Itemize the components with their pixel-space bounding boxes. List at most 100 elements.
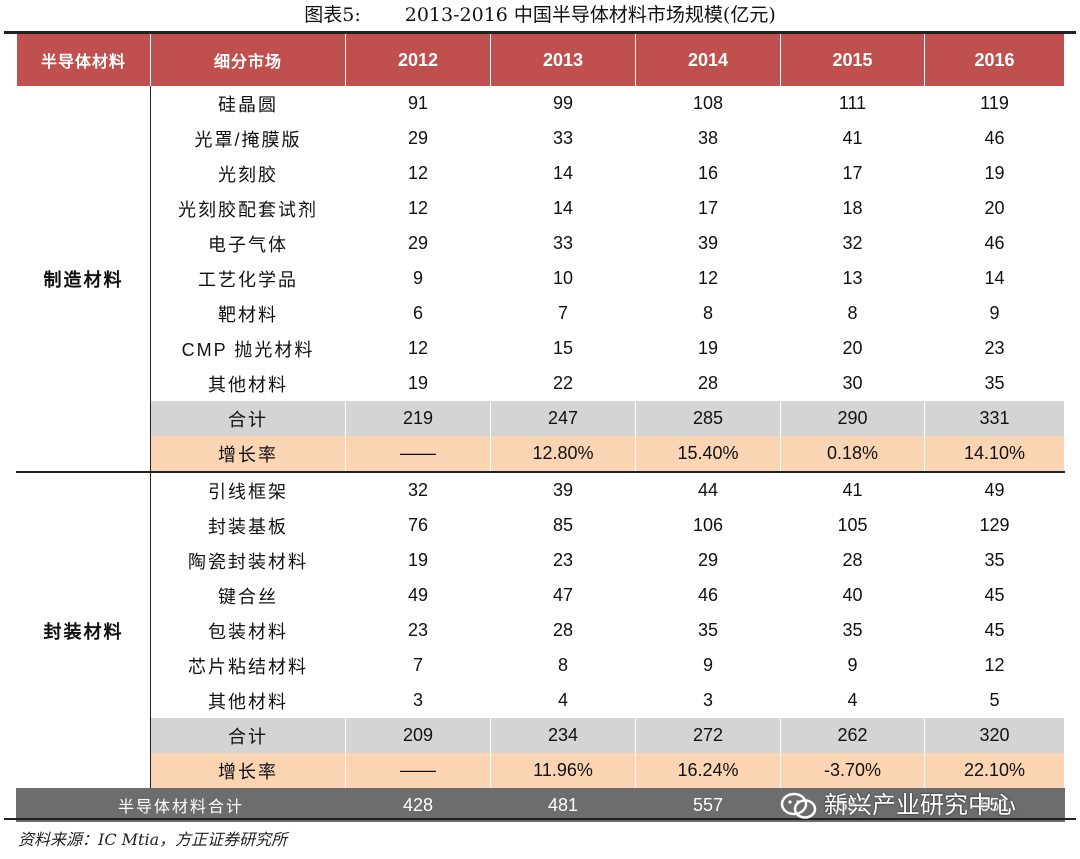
grand-total-value: 552 xyxy=(780,788,925,822)
segment-cell: 其他材料 xyxy=(150,366,346,401)
value-cell: 5 xyxy=(924,683,1065,718)
segment-cell: 芯片粘结材料 xyxy=(150,648,346,683)
value-cell: 129 xyxy=(924,508,1065,543)
watermark-text: 新兴产业研究中心 xyxy=(824,791,1016,819)
table-row: 光刻胶配套试剂 12 14 17 18 20 xyxy=(17,191,1065,226)
grand-total-value: 557 xyxy=(635,788,781,822)
value-cell: 19 xyxy=(924,156,1065,191)
value-cell: 262 xyxy=(780,718,925,753)
value-cell: 0.18% xyxy=(780,436,925,473)
value-cell: 14 xyxy=(490,156,636,191)
market-size-table: 半导体材料 细分市场 2012 2013 2014 2015 2016 制造材料… xyxy=(16,34,1065,822)
segment-cell: 电子气体 xyxy=(150,226,346,261)
bottom-rule xyxy=(4,818,1076,820)
value-cell: 15.40% xyxy=(635,436,781,473)
value-cell: 12 xyxy=(635,261,781,296)
segment-cell: 光刻胶 xyxy=(150,156,346,191)
value-cell: 85 xyxy=(490,508,636,543)
value-cell: 3 xyxy=(635,683,781,718)
value-cell: 35 xyxy=(635,613,781,648)
segment-cell: 工艺化学品 xyxy=(150,261,346,296)
table-row: 封装基板 76 85 106 105 129 xyxy=(17,508,1065,543)
value-cell: 33 xyxy=(490,121,636,156)
segment-cell: 引线框架 xyxy=(150,472,346,508)
source-note: 资料来源：IC Mtia，方正证券研究所 xyxy=(18,830,288,849)
value-cell: 29 xyxy=(635,543,781,578)
segment-cell: 增长率 xyxy=(150,436,346,473)
table-row: 封装材料 引线框架 32 39 44 41 49 xyxy=(16,472,1065,788)
value-cell: 35 xyxy=(780,613,925,648)
value-cell: 46 xyxy=(924,226,1065,261)
table-row: 靶材料 6 7 8 8 9 xyxy=(17,296,1065,331)
value-cell: 35 xyxy=(924,543,1065,578)
value-cell: 285 xyxy=(635,401,781,436)
value-cell: 30 xyxy=(780,366,925,401)
value-cell: 39 xyxy=(490,472,636,508)
value-cell: 91 xyxy=(345,86,491,121)
table-row: 芯片粘结材料 7 8 9 9 12 xyxy=(17,648,1065,683)
segment-cell: 合计 xyxy=(150,718,346,753)
value-cell: 111 xyxy=(780,86,925,121)
top-rule xyxy=(4,31,1076,34)
value-cell: 49 xyxy=(924,472,1065,508)
value-cell: 13 xyxy=(780,261,925,296)
value-cell: 3 xyxy=(345,683,491,718)
value-cell: 76 xyxy=(345,508,491,543)
value-cell: 219 xyxy=(345,401,491,436)
value-cell: 28 xyxy=(490,613,636,648)
header-row: 半导体材料 细分市场 2012 2013 2014 2015 2016 xyxy=(16,34,1065,86)
value-cell: 7 xyxy=(490,296,636,331)
header-year-2016: 2016 xyxy=(924,34,1065,86)
value-cell: 14.10% xyxy=(924,436,1065,473)
value-cell: 19 xyxy=(345,543,491,578)
value-cell: 23 xyxy=(490,543,636,578)
header-material: 半导体材料 xyxy=(16,34,151,86)
value-cell: 234 xyxy=(490,718,636,753)
table-row: CMP 抛光材料 12 15 19 20 23 xyxy=(17,331,1065,366)
grand-total-row: 半导体材料合计 428 481 557 552 651 xyxy=(16,788,1065,822)
value-cell: 9 xyxy=(924,296,1065,331)
value-cell: 15 xyxy=(490,331,636,366)
value-cell: 7 xyxy=(345,648,491,683)
value-cell: 9 xyxy=(635,648,781,683)
total-row: 合计 219 247 285 290 331 xyxy=(17,401,1065,436)
value-cell: 12 xyxy=(345,156,491,191)
value-cell: 35 xyxy=(924,366,1065,401)
grand-total-value: 428 xyxy=(345,788,491,822)
table-row: 光刻胶 12 14 16 17 19 xyxy=(17,156,1065,191)
value-cell: 99 xyxy=(490,86,636,121)
segment-cell: 封装基板 xyxy=(150,508,346,543)
segment-cell: 靶材料 xyxy=(150,296,346,331)
value-cell: 45 xyxy=(924,613,1065,648)
value-cell: 14 xyxy=(490,191,636,226)
value-cell: 16 xyxy=(635,156,781,191)
value-cell: 12 xyxy=(345,331,491,366)
segment-cell: 光刻胶配套试剂 xyxy=(150,191,346,226)
table-row: 电子气体 29 33 39 32 46 xyxy=(17,226,1065,261)
value-cell: 18 xyxy=(780,191,925,226)
value-cell: 8 xyxy=(490,648,636,683)
value-cell: 49 xyxy=(345,578,491,613)
growth-row: 增长率 —— 12.80% 15.40% 0.18% 14.10% xyxy=(17,436,1065,473)
value-cell: 8 xyxy=(635,296,781,331)
header-year-2012: 2012 xyxy=(345,34,491,86)
value-cell: 4 xyxy=(780,683,925,718)
value-cell: -3.70% xyxy=(780,753,925,788)
value-cell: 28 xyxy=(635,366,781,401)
segment-cell: 其他材料 xyxy=(150,683,346,718)
value-cell: 39 xyxy=(635,226,781,261)
value-cell: 106 xyxy=(635,508,781,543)
value-cell: 16.24% xyxy=(635,753,781,788)
segment-cell: 包装材料 xyxy=(150,613,346,648)
value-cell: 22.10% xyxy=(924,753,1065,788)
value-cell: 41 xyxy=(780,472,925,508)
grand-total-label: 半导体材料合计 xyxy=(16,788,346,822)
value-cell: 320 xyxy=(924,718,1065,753)
value-cell: 8 xyxy=(780,296,925,331)
watermark: 新兴产业研究中心 xyxy=(780,788,1016,822)
value-cell: 14 xyxy=(924,261,1065,296)
grand-total-value: 481 xyxy=(490,788,636,822)
segment-cell: 键合丝 xyxy=(150,578,346,613)
table-row: 陶瓷封装材料 19 23 29 28 35 xyxy=(17,543,1065,578)
grand-total-value: 651 xyxy=(924,788,1065,822)
